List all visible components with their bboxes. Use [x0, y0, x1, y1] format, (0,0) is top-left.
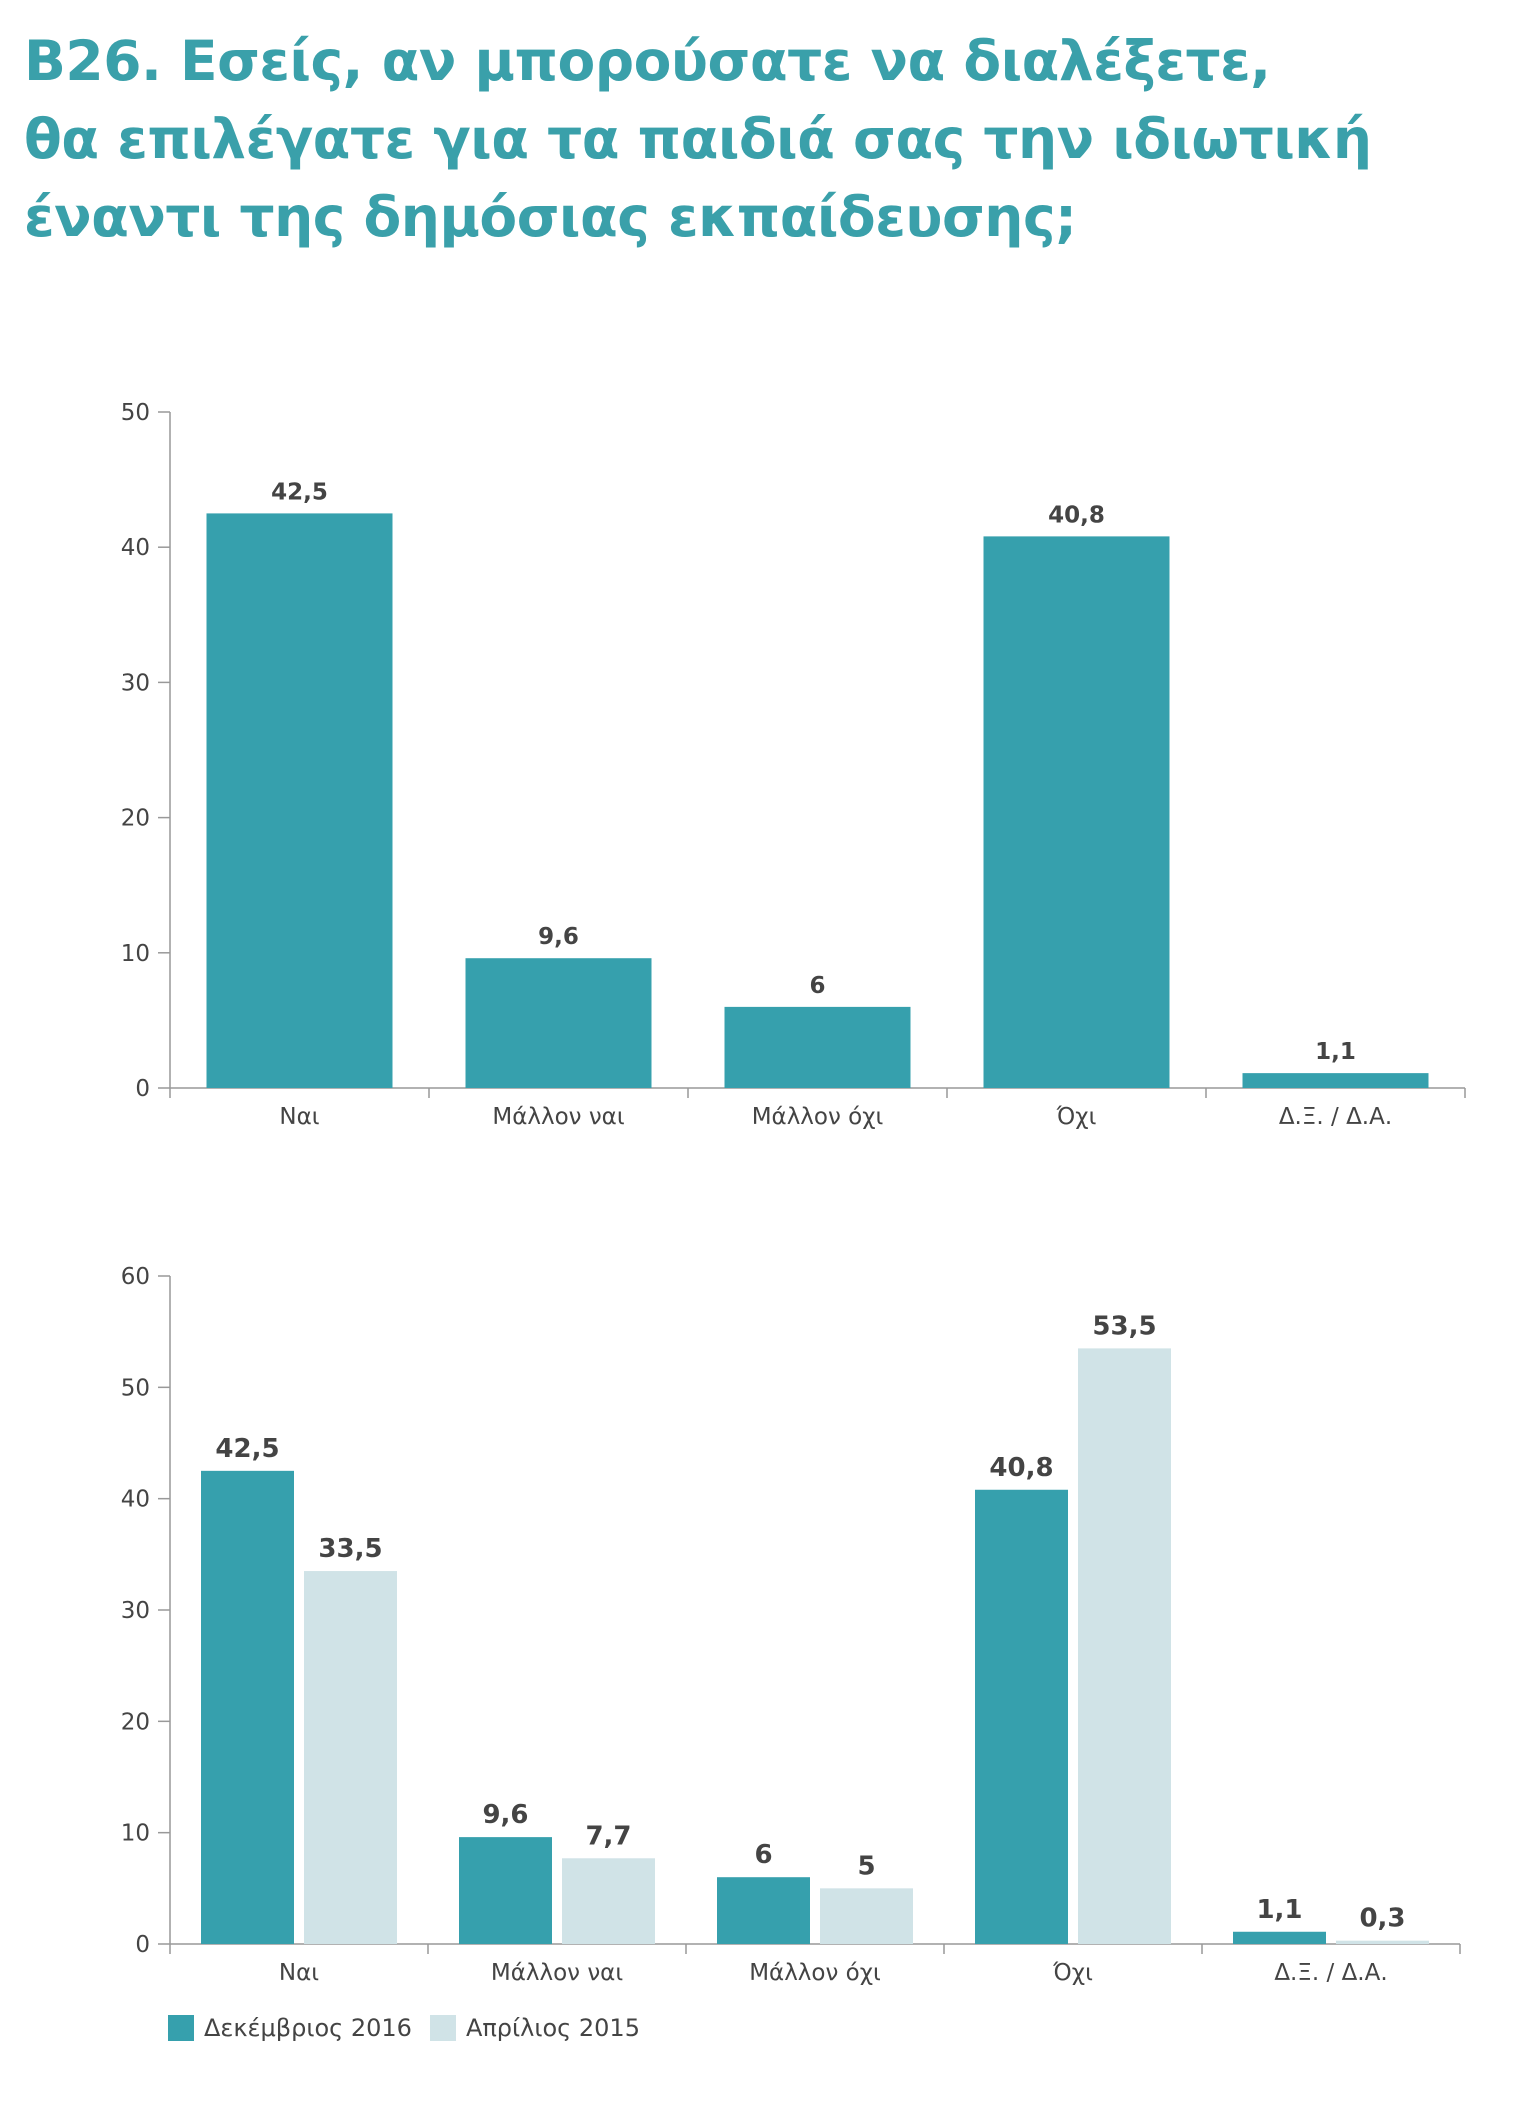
y-tick-label: 20	[121, 806, 150, 832]
x-category-label: Μάλλον όχι	[749, 1960, 881, 1986]
y-tick-label: 10	[121, 941, 150, 967]
title-line-1: B26. Εσείς, αν μπορούσατε να διαλέξετε,	[24, 29, 1271, 93]
title-line-3: έναντι της δημόσιας εκπαίδευσης;	[24, 185, 1077, 249]
bar-chart-single-series: 0 10 20 30 40 50 Ναι 42,5 Μάλλον ναι 9,6 Μάλλον όχ…	[121, 400, 1466, 1130]
y-tick-label: 30	[121, 1598, 150, 1624]
y-tick-label: 30	[121, 670, 150, 696]
bar-apr2015	[562, 1858, 655, 1944]
x-category-label: Ναι	[279, 1960, 319, 1986]
y-tick-label: 50	[121, 400, 150, 426]
legend-swatch-apr2015	[429, 2015, 456, 2041]
bar	[1242, 1073, 1429, 1088]
bar	[206, 513, 393, 1088]
data-label: 6	[754, 1840, 772, 1870]
legend-item-dec2016: Δεκέμβριος 2016	[168, 2014, 412, 2042]
bar-dec2016	[459, 1837, 552, 1944]
data-label: 42,5	[215, 1434, 279, 1464]
y-tick-label: 50	[121, 1375, 150, 1401]
legend-item-apr2015: Απρίλιος 2015	[429, 2014, 640, 2042]
bar-apr2015	[1078, 1348, 1171, 1944]
data-label: 0,3	[1359, 1904, 1405, 1934]
y-tick-label: 20	[121, 1709, 150, 1735]
legend-label-apr2015: Απρίλιος 2015	[465, 2014, 640, 2042]
data-label: 9,6	[538, 924, 579, 950]
x-category-label: Όχι	[1056, 1104, 1097, 1130]
bar	[983, 536, 1170, 1088]
data-label: 40,8	[1048, 502, 1105, 528]
x-category-label: Μάλλον ναι	[491, 1960, 623, 1986]
y-tick-label: 0	[135, 1932, 150, 1958]
data-label: 6	[809, 973, 825, 999]
legend-swatch-dec2016	[168, 2015, 194, 2041]
x-category-label: Ναι	[279, 1104, 319, 1130]
x-category-label: Όχι	[1052, 1960, 1093, 1986]
y-tick-label: 40	[121, 1487, 150, 1513]
data-label: 9,6	[482, 1800, 528, 1830]
bar-dec2016	[201, 1470, 294, 1944]
bar-dec2016	[717, 1877, 810, 1944]
data-label: 33,5	[318, 1534, 382, 1564]
bar	[465, 958, 652, 1088]
x-category-label: Μάλλον ναι	[492, 1104, 624, 1130]
data-label: 1,1	[1256, 1895, 1302, 1925]
bar-apr2015	[820, 1888, 913, 1944]
bar-dec2016	[1233, 1931, 1326, 1944]
x-category-label: Δ.Ξ. / Δ.Α.	[1279, 1104, 1392, 1130]
bar-apr2015	[1336, 1940, 1429, 1944]
data-label: 42,5	[271, 479, 328, 505]
data-label: 40,8	[989, 1453, 1053, 1483]
title-line-2: θα επιλέγατε για τα παιδιά σας την ιδιωτ…	[24, 107, 1372, 171]
chart-legend: Δεκέμβριος 2016 Απρίλιος 2015	[168, 2014, 640, 2042]
data-label: 53,5	[1092, 1311, 1156, 1341]
data-label: 1,1	[1315, 1039, 1356, 1065]
bar-chart-comparison: 0 10 20 30 40 50 60 Ναι 42,5 33,5 Μάλλον ναι 9,6 7,7…	[121, 1264, 1461, 1986]
data-label: 7,7	[585, 1821, 631, 1851]
y-tick-label: 60	[121, 1264, 150, 1290]
y-tick-label: 0	[135, 1076, 150, 1102]
page-title: B26. Εσείς, αν μπορούσατε να διαλέξετε, …	[24, 22, 1494, 256]
y-tick-label: 40	[121, 535, 150, 561]
data-label: 5	[857, 1851, 875, 1881]
legend-label-dec2016: Δεκέμβριος 2016	[204, 2014, 412, 2042]
x-category-label: Μάλλον όχι	[752, 1104, 884, 1130]
y-tick-label: 10	[121, 1821, 150, 1847]
bar	[724, 1006, 911, 1088]
x-category-label: Δ.Ξ. / Δ.Α.	[1274, 1960, 1387, 1986]
bar-apr2015	[304, 1571, 397, 1944]
bar-dec2016	[975, 1489, 1068, 1944]
